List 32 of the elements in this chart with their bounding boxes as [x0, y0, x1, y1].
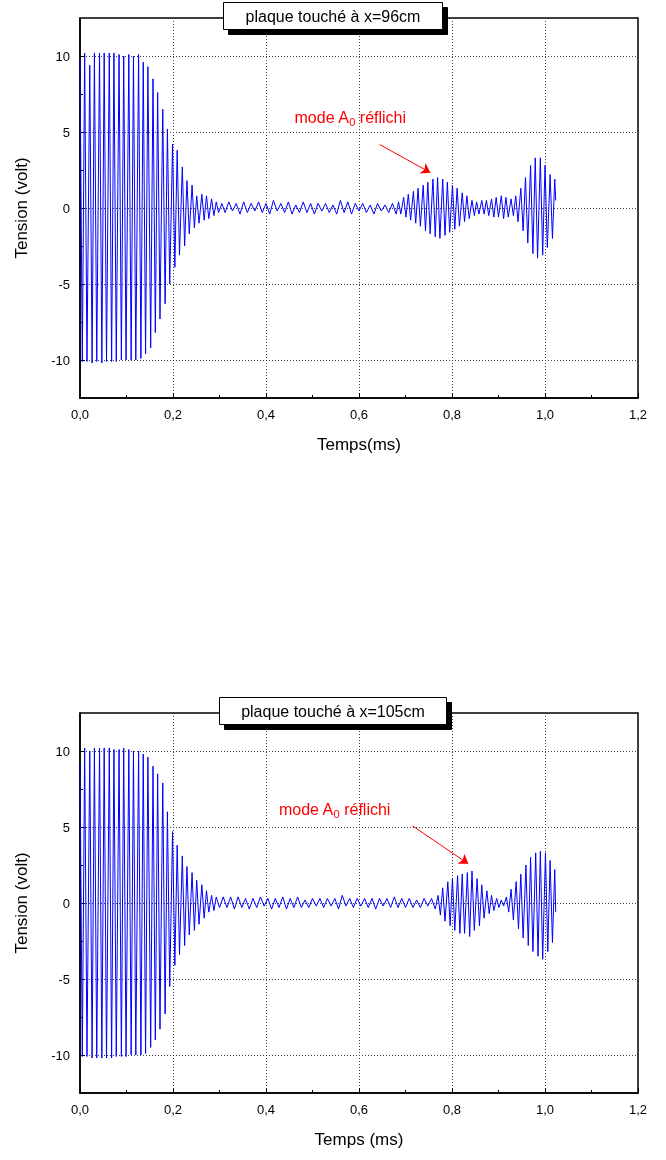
y-tick-label: 10 [55, 48, 70, 64]
x-tick-label: 0,4 [256, 1102, 276, 1117]
x-tick-label: 0,8 [442, 407, 462, 422]
y-tick-label: -5 [58, 276, 70, 292]
y-tick-label: 5 [62, 819, 70, 835]
x-tick-label: 0,0 [70, 407, 90, 422]
x-tick-label: 0,0 [70, 1102, 90, 1117]
y-axis-title: Tension (volt) [12, 157, 31, 259]
x-tick-label: 1,2 [628, 407, 648, 422]
y-tick-label: 0 [62, 200, 70, 216]
x-axis-title: Temps(ms) [316, 435, 402, 454]
x-tick-label: 1,0 [535, 407, 555, 422]
x-tick-label: 0,6 [349, 1102, 369, 1117]
line-series [79, 747, 557, 1059]
y-tick-label: -10 [51, 352, 70, 368]
y-tick-label: 10 [55, 743, 70, 759]
x-tick-label: 0,6 [349, 407, 369, 422]
chart-title: plaque touché à x=105cm [241, 702, 425, 720]
y-tick-label: 5 [62, 124, 70, 140]
chart-title: plaque touché à x=96cm [245, 7, 421, 25]
x-tick-label: 0,2 [163, 407, 183, 422]
x-tick-label: 1,2 [628, 1102, 648, 1117]
x-tick-label: 0,4 [256, 407, 276, 422]
x-tick-label: 1,0 [535, 1102, 555, 1117]
y-axis-title: Tension (volt) [12, 852, 31, 954]
line-series [79, 52, 557, 364]
x-axis-title: Temps (ms) [314, 1130, 404, 1149]
y-tick-label: 0 [62, 895, 70, 911]
y-tick-label: -10 [51, 1047, 70, 1063]
x-tick-label: 0,8 [442, 1102, 462, 1117]
x-tick-label: 0,2 [163, 1102, 183, 1117]
y-tick-label: -5 [58, 971, 70, 987]
